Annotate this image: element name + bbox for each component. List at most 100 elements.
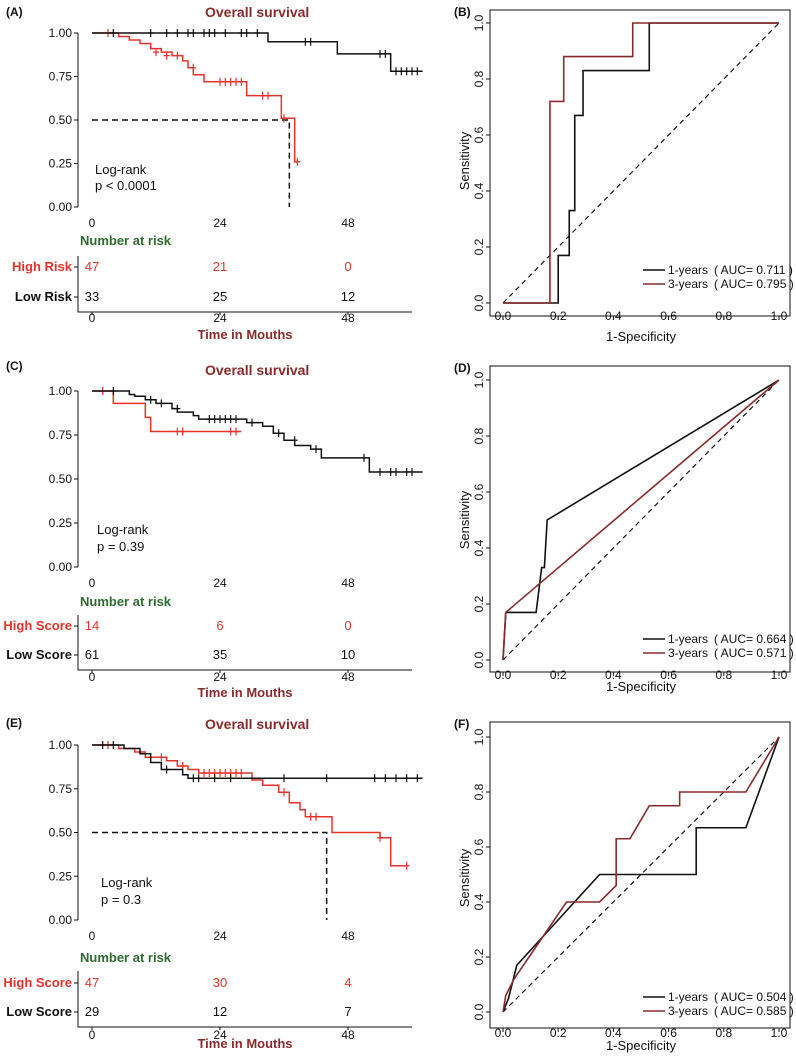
km-curve-high-score xyxy=(92,744,407,867)
censor-mark xyxy=(414,67,421,76)
censor-mark xyxy=(281,774,287,783)
censor-mark xyxy=(211,415,218,424)
y-tick-label: 0.2 xyxy=(472,948,486,965)
risk-table-frame xyxy=(77,256,412,313)
x-tick-label: 0.2 xyxy=(550,309,567,323)
reference-diagonal xyxy=(502,736,780,1013)
risk-count: 7 xyxy=(344,1004,351,1019)
roc-curve-1-years xyxy=(503,22,779,304)
x-tick-label: 0.6 xyxy=(660,309,677,323)
panel-label: (F) xyxy=(454,717,469,731)
km-curve-low-risk xyxy=(92,32,423,73)
censor-mark xyxy=(387,467,394,476)
risk-row-label: High Risk xyxy=(12,259,73,274)
roc-panel-b: (B) 0.0 0.2 0.4 0.6 0.8 1.0 0.0 0.2 0.4 0.6 0.8 1.0 1… xyxy=(454,5,794,344)
censor-mark xyxy=(227,77,234,86)
y-tick-label: 0.6 xyxy=(472,483,486,500)
risk-table-title: Number at risk xyxy=(80,594,172,609)
p-value-label: p = 0.3 xyxy=(101,892,141,907)
y-tick-label: 0.50 xyxy=(49,472,73,486)
legend-auc: ( AUC= 0.571 ) xyxy=(714,646,794,660)
roc-panel-f: (F) 0.0 0.2 0.4 0.6 0.8 1.0 0.0 0.2 0.4 0.6 0.8 1.0 1… xyxy=(454,717,794,1053)
legend-label: 3-years xyxy=(668,1004,708,1018)
x-axis-label: 1-Specificity xyxy=(606,1038,677,1053)
y-tick-label: 0.00 xyxy=(49,200,73,214)
y-tick-label: 0.50 xyxy=(49,113,73,127)
risk-count: 14 xyxy=(85,618,99,633)
median-guide-line xyxy=(92,831,328,920)
risk-row-label: High Score xyxy=(3,975,72,990)
censor-mark xyxy=(403,467,410,476)
x-tick-label: 1.0 xyxy=(771,1026,788,1040)
y-tick-label: 0.4 xyxy=(472,539,486,556)
censor-mark xyxy=(206,29,213,37)
censor-mark xyxy=(414,774,421,783)
censor-mark xyxy=(163,29,170,37)
risk-count: 10 xyxy=(341,647,355,662)
censor-mark xyxy=(227,427,234,436)
legend-auc: ( AUC= 0.664 ) xyxy=(714,632,794,646)
censor-mark xyxy=(153,48,159,57)
censor-mark xyxy=(254,29,261,37)
censor-mark xyxy=(265,91,271,100)
risk-count: 47 xyxy=(85,259,99,274)
risk-x-tick-label: 48 xyxy=(341,670,355,684)
x-tick-label: 24 xyxy=(213,929,227,943)
censor-mark xyxy=(233,415,239,424)
risk-x-tick-label: 48 xyxy=(341,1028,355,1042)
y-tick-label: 0.6 xyxy=(472,126,486,143)
censor-mark xyxy=(275,429,282,438)
legend-label: 1-years xyxy=(668,632,708,646)
censor-mark xyxy=(294,157,301,166)
censor-mark xyxy=(393,774,399,783)
x-tick-label: 0 xyxy=(89,929,96,943)
logrank-label: Log-rank xyxy=(101,875,153,890)
censor-mark xyxy=(227,415,234,424)
censor-mark xyxy=(409,467,415,476)
y-tick-label: 0.25 xyxy=(49,869,73,883)
censor-mark xyxy=(206,415,213,424)
y-tick-label: 0.00 xyxy=(49,913,73,927)
censor-mark xyxy=(163,51,170,60)
censor-mark xyxy=(201,29,207,37)
censor-mark xyxy=(393,67,399,76)
x-tick-label: 0.8 xyxy=(715,1026,732,1040)
roc-curve-3-years xyxy=(503,22,779,304)
plot-frame xyxy=(489,9,791,317)
x-tick-label: 0 xyxy=(89,576,96,590)
km-curve-low-score xyxy=(92,744,423,779)
legend-label: 3-years xyxy=(668,277,708,291)
censor-mark xyxy=(110,387,117,395)
y-tick-label: 0.25 xyxy=(49,516,73,530)
censor-mark xyxy=(398,67,405,76)
chart-title: Overall survival xyxy=(205,362,309,378)
risk-x-tick-label: 24 xyxy=(213,670,227,684)
censor-mark xyxy=(238,77,245,86)
x-tick-label: 48 xyxy=(341,576,355,590)
panel-label: (C) xyxy=(6,359,23,373)
x-tick-label: 0.0 xyxy=(495,309,512,323)
x-tick-label: 0.6 xyxy=(660,668,677,682)
y-tick-label: 0.6 xyxy=(472,838,486,855)
risk-x-tick-label: 24 xyxy=(213,1028,227,1042)
km-panel-e: (E) Overall survival 0.00 0.25 0.50 0.75 1.00 0… xyxy=(3,716,423,1051)
x-tick-label: 1.0 xyxy=(771,668,788,682)
risk-row-label: Low Risk xyxy=(15,289,73,304)
x-axis-label: Time in Mouths xyxy=(197,1036,292,1051)
censor-mark xyxy=(158,399,165,408)
x-tick-label: 0 xyxy=(89,216,96,230)
censor-mark xyxy=(211,29,218,37)
censor-mark xyxy=(174,29,181,37)
y-tick-label: 1.00 xyxy=(49,384,73,398)
x-tick-label: 0.4 xyxy=(605,668,622,682)
risk-count: 30 xyxy=(213,975,227,990)
roc-curve-3-years xyxy=(502,379,780,661)
risk-count: 35 xyxy=(213,647,227,662)
x-axis-label: 1-Specificity xyxy=(606,329,677,344)
risk-x-tick-label: 24 xyxy=(213,311,227,325)
censor-mark xyxy=(233,427,239,436)
censor-mark xyxy=(217,77,223,86)
legend-label: 1-years xyxy=(668,990,708,1004)
risk-count: 25 xyxy=(213,289,227,304)
y-axis-label: Sensitivity xyxy=(457,131,472,190)
